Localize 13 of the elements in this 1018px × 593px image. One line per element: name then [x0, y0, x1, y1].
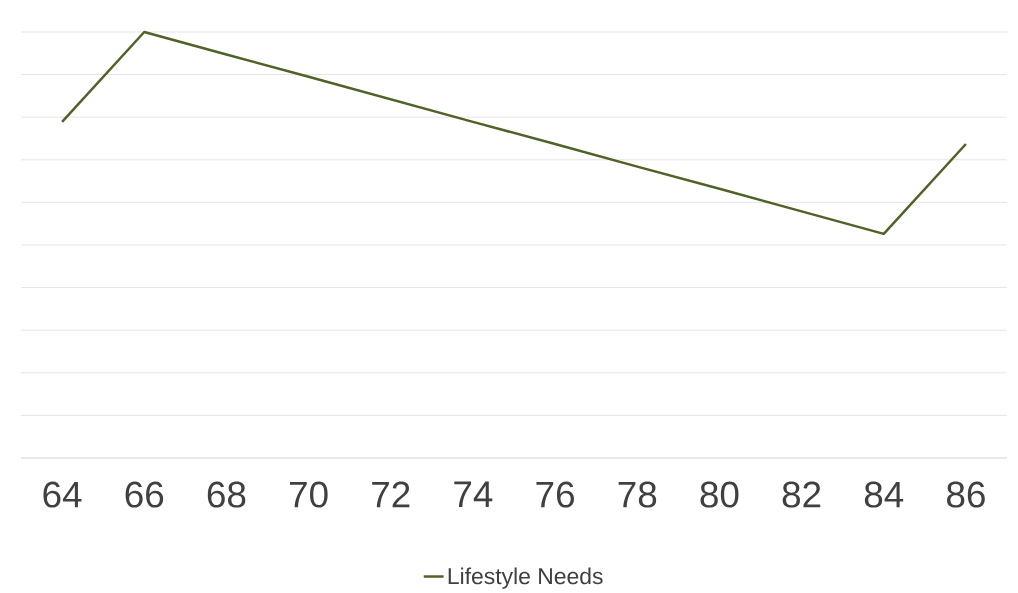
legend-label: Lifestyle Needs — [448, 567, 603, 589]
x-tick-label: 86 — [947, 481, 985, 508]
x-tick-label: 84 — [864, 481, 904, 508]
x-tick-label: 78 — [618, 481, 657, 508]
x-tick-label: 68 — [207, 481, 246, 508]
x-tick-label: 76 — [536, 481, 574, 508]
x-tick-label: 82 — [782, 481, 821, 508]
x-tick-label: 64 — [43, 481, 82, 508]
x-tick-label: 72 — [372, 481, 410, 508]
x-tick-label: 74 — [454, 481, 493, 507]
x-tick-label: 70 — [289, 481, 328, 508]
x-tick-label: 80 — [700, 481, 739, 508]
x-tick-label: 66 — [125, 481, 164, 508]
